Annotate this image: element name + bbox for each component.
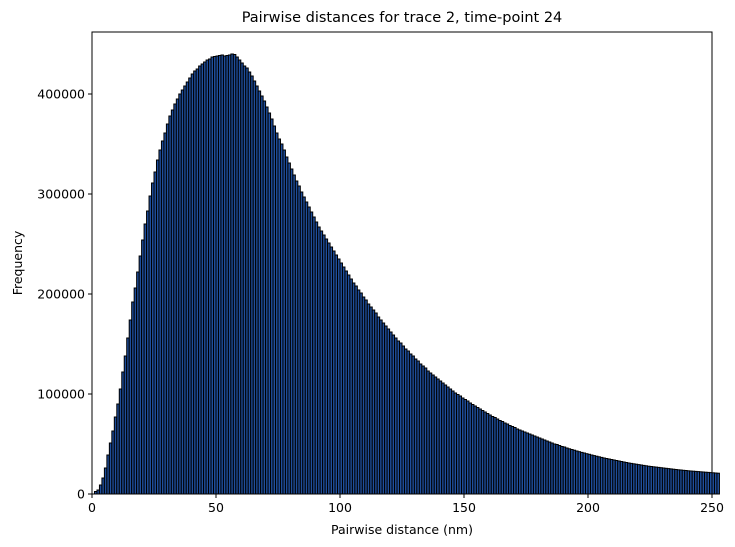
x-tick-label: 150: [452, 500, 476, 515]
x-axis: 0 50 100 150 200 250: [88, 494, 724, 515]
histogram-bar: [716, 472, 720, 495]
y-axis-label: Frequency: [10, 230, 25, 295]
bars-group: [93, 53, 720, 495]
y-tick-label: 300000: [37, 187, 85, 202]
plot-frame: [91, 31, 713, 495]
chart-title: Pairwise distances for trace 2, time-poi…: [242, 10, 563, 26]
x-tick-label: 50: [208, 500, 224, 515]
x-tick-label: 250: [700, 500, 724, 515]
y-tick-label: 0: [77, 487, 85, 502]
x-tick-label: 100: [328, 500, 352, 515]
x-axis-label: Pairwise distance (nm): [331, 522, 473, 537]
x-tick-label: 200: [576, 500, 600, 515]
y-tick-label: 400000: [37, 87, 85, 102]
y-tick-label: 200000: [37, 287, 85, 302]
y-axis: 0 100000 200000 300000 400000: [37, 87, 92, 502]
y-tick-label: 100000: [37, 387, 85, 402]
x-tick-label: 0: [88, 500, 96, 515]
